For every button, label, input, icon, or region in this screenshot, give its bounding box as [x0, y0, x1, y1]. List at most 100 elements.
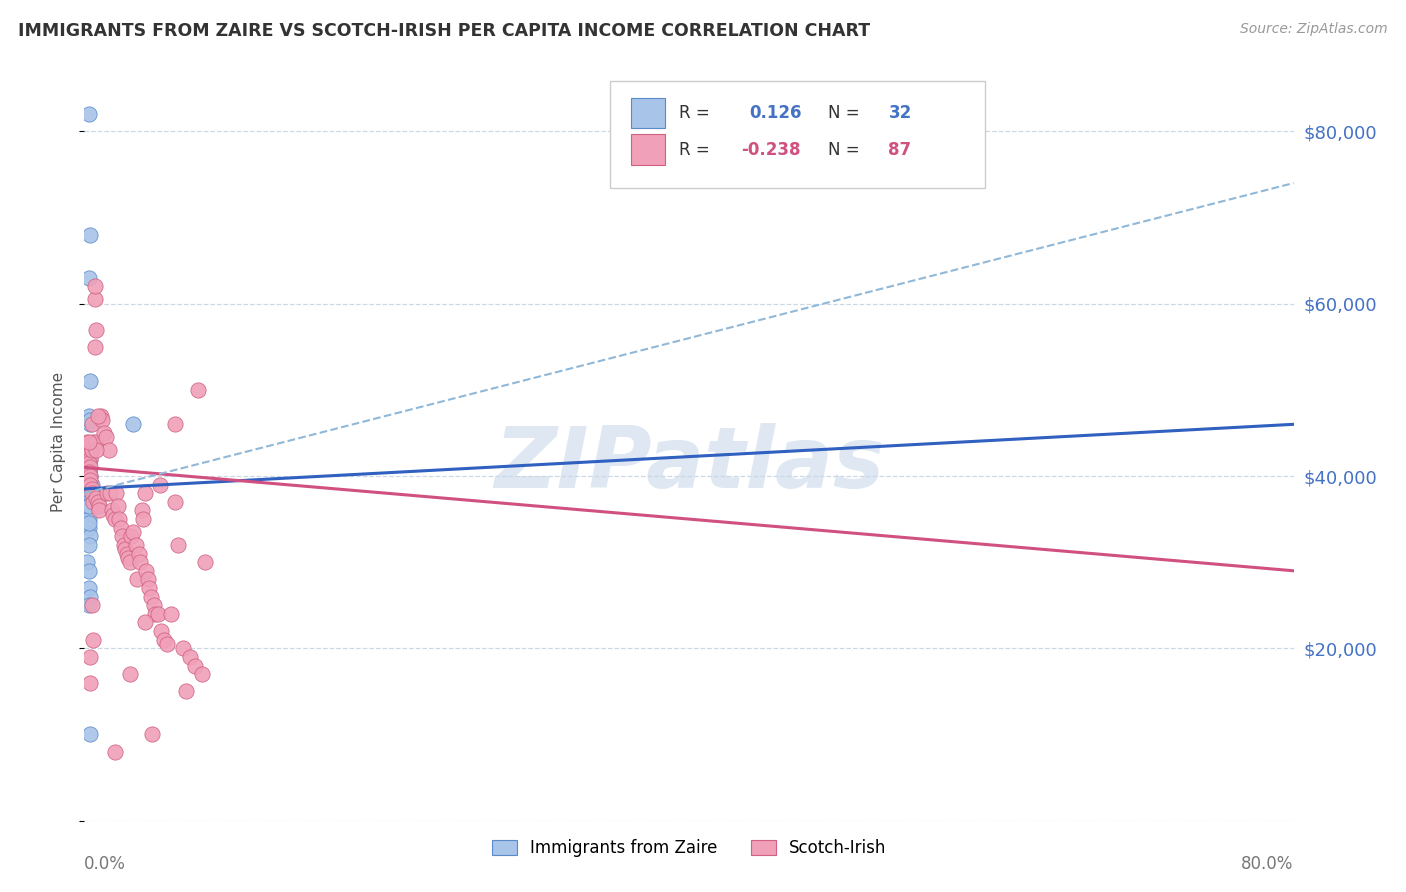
Point	[97, 443, 120, 458]
Point	[135, 564, 157, 578]
Point	[82, 632, 104, 647]
Point	[79, 451, 101, 466]
Point	[104, 745, 127, 759]
Point	[101, 508, 124, 522]
Point	[80, 417, 103, 432]
Point	[77, 495, 100, 509]
Point	[79, 227, 101, 242]
Point	[132, 512, 155, 526]
Point	[79, 486, 101, 500]
Point	[86, 491, 108, 505]
Point	[77, 465, 100, 479]
Point	[141, 727, 163, 741]
Point	[79, 590, 101, 604]
Point	[125, 538, 148, 552]
Point	[89, 499, 111, 513]
Point	[159, 607, 181, 621]
Point	[94, 430, 117, 444]
Y-axis label: Per Capita Income: Per Capita Income	[51, 371, 66, 512]
Point	[127, 573, 149, 587]
Point	[120, 529, 142, 543]
Point	[104, 512, 127, 526]
Point	[145, 607, 167, 621]
Point	[121, 524, 143, 539]
Legend: Immigrants from Zaire, Scotch-Irish: Immigrants from Zaire, Scotch-Irish	[484, 830, 894, 865]
Point	[105, 486, 128, 500]
Point	[80, 477, 103, 491]
Point	[118, 667, 141, 681]
Point	[131, 503, 153, 517]
Point	[121, 417, 143, 432]
Point	[100, 503, 122, 517]
Point	[77, 443, 100, 458]
Point	[89, 503, 111, 517]
Point	[79, 451, 101, 466]
Point	[98, 486, 121, 500]
Point	[167, 538, 190, 552]
Point	[79, 417, 101, 432]
Point	[107, 499, 129, 513]
Point	[156, 637, 179, 651]
Point	[77, 473, 100, 487]
Point	[172, 641, 194, 656]
Text: R =: R =	[679, 141, 716, 159]
Text: Source: ZipAtlas.com: Source: ZipAtlas.com	[1240, 22, 1388, 37]
Point	[80, 599, 103, 613]
Point	[77, 434, 100, 449]
Bar	[631, 135, 665, 165]
Point	[84, 340, 107, 354]
FancyBboxPatch shape	[610, 81, 986, 187]
Point	[153, 632, 176, 647]
Point	[191, 667, 214, 681]
Point	[150, 624, 173, 639]
Point	[110, 521, 132, 535]
Bar	[631, 98, 665, 128]
Point	[93, 425, 115, 440]
Point	[77, 512, 100, 526]
Point	[79, 675, 101, 690]
Point	[149, 477, 172, 491]
Point	[86, 443, 108, 458]
Point	[80, 482, 103, 496]
Text: IMMIGRANTS FROM ZAIRE VS SCOTCH-IRISH PER CAPITA INCOME CORRELATION CHART: IMMIGRANTS FROM ZAIRE VS SCOTCH-IRISH PE…	[18, 22, 870, 40]
Text: 32: 32	[889, 104, 911, 122]
Point	[80, 486, 103, 500]
Point	[79, 649, 101, 664]
Point	[115, 547, 138, 561]
Point	[79, 727, 101, 741]
Point	[77, 456, 100, 470]
Point	[118, 555, 141, 569]
Point	[79, 374, 101, 388]
Point	[79, 477, 101, 491]
Point	[179, 649, 201, 664]
Point	[82, 434, 104, 449]
Point	[79, 413, 101, 427]
Point	[165, 495, 187, 509]
Point	[80, 443, 103, 458]
Text: N =: N =	[828, 141, 865, 159]
Point	[194, 555, 217, 569]
Point	[84, 279, 107, 293]
Point	[79, 473, 101, 487]
Point	[86, 322, 108, 336]
Point	[148, 607, 170, 621]
Point	[128, 547, 150, 561]
Point	[165, 417, 187, 432]
Point	[77, 564, 100, 578]
Point	[136, 573, 159, 587]
Point	[76, 499, 98, 513]
Point	[187, 383, 209, 397]
Text: 80.0%: 80.0%	[1241, 855, 1294, 872]
Point	[96, 486, 118, 500]
Text: -0.238: -0.238	[741, 141, 800, 159]
Point	[174, 684, 197, 698]
Point	[90, 409, 112, 423]
Point	[77, 409, 100, 423]
Point	[77, 521, 100, 535]
Text: R =: R =	[679, 104, 716, 122]
Point	[134, 486, 156, 500]
Point	[77, 460, 100, 475]
Point	[84, 293, 107, 307]
Point	[86, 434, 108, 449]
Point	[129, 555, 152, 569]
